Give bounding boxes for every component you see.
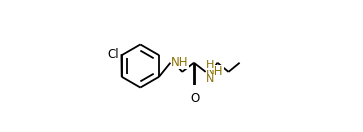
Text: NH: NH [206,65,224,78]
Text: N: N [206,74,215,84]
Text: H: H [206,60,215,70]
Text: O: O [190,92,199,105]
Text: Cl: Cl [108,48,119,61]
Text: NH: NH [171,56,188,69]
